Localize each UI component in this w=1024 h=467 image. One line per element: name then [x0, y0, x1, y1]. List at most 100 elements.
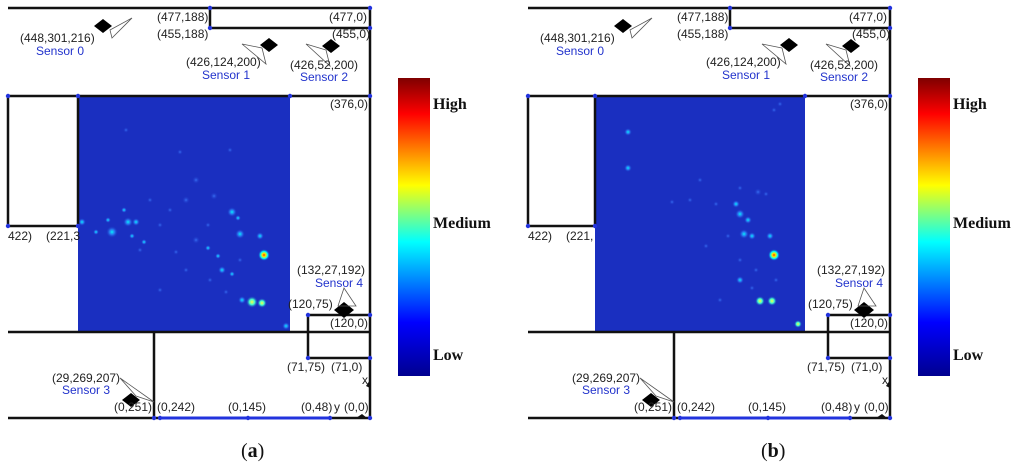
sensor-label: Sensor 0 [36, 44, 84, 58]
coord-label: (120,0) [850, 316, 888, 330]
sensor-2-icon [322, 39, 340, 53]
colorbar-b: High Medium Low [918, 78, 1011, 376]
coord-label: (29,269,207) [572, 371, 640, 385]
heatmap-hotspot [218, 266, 226, 274]
coord-label: (71,0) [331, 360, 362, 374]
sensor-1-a [241, 38, 278, 66]
coord-label: (477,0) [329, 10, 367, 24]
heatmap-hotspot [215, 253, 221, 259]
sensor-2-fov [825, 43, 851, 68]
sensor-label: Sensor 4 [835, 276, 883, 290]
heatmap-hotspot [687, 197, 693, 203]
heatmap-hotspot [713, 201, 719, 207]
sensor-1-icon [260, 38, 278, 52]
heatmap-hotspot [157, 287, 163, 293]
coord-label: (0,242) [157, 400, 195, 414]
sensor-0-fov [109, 17, 133, 39]
sensor-3-a [119, 377, 155, 407]
colorbar-gradient [918, 78, 950, 376]
sensor-3-fov [639, 377, 675, 403]
panel-b: (448,301,216) (477,188) (455,188) (477,0… [525, 5, 1011, 462]
heatmap-hotspot [669, 199, 675, 205]
heatmap-hotspot [755, 296, 765, 306]
heatmap-hotspot [768, 249, 780, 261]
heatmap-hotspot [735, 209, 745, 219]
sensor-4-fov [857, 287, 877, 307]
colorbar-low-label: Low [433, 347, 464, 364]
heatmap-hotspot [717, 297, 723, 303]
heatmap-hotspot [229, 271, 235, 277]
heatmap-hotspot [773, 277, 779, 283]
heatmap-hotspot [157, 222, 163, 228]
sensor-1-b [761, 38, 798, 66]
coord-label: (477,188) [677, 10, 728, 24]
corner-markers-a [5, 5, 373, 421]
sensor-3-icon [642, 393, 660, 407]
heatmap-hotspot [227, 207, 237, 217]
heatmap-hotspot [132, 218, 140, 226]
x-axis-label: x [362, 373, 368, 387]
coord-label: (0,0) [864, 400, 889, 414]
coord-label: (455,188) [157, 27, 208, 41]
coord-label: (477,188) [157, 10, 208, 24]
heatmap-hotspot [210, 192, 218, 200]
panel-a: (448,301,216) (477,188) (455,188) (477,0… [5, 5, 491, 462]
heatmap-hotspot [238, 296, 246, 304]
colorbar-high-label: High [433, 96, 467, 113]
heatmap-hotspot [732, 200, 740, 208]
heatmap-hotspot [173, 249, 179, 255]
sensor-2-b [825, 39, 860, 68]
sensor-0-a [94, 17, 133, 39]
coord-label: (71,75) [287, 360, 325, 374]
coord-label: 422) [528, 229, 552, 243]
heatmap-hotspot [123, 217, 133, 227]
sensor-label: Sensor 2 [300, 70, 348, 84]
corner-markers-b [525, 5, 893, 421]
axis-marker-b [876, 380, 890, 418]
coord-label: (132,27,192) [817, 263, 885, 277]
coord-label: (120,0) [330, 316, 368, 330]
heatmap-hotspot [736, 276, 744, 284]
heatmap-hotspot [205, 245, 211, 251]
sensor-4-b [854, 287, 877, 318]
heatmap-hotspot [739, 229, 749, 239]
heatmap-hotspot [256, 232, 264, 240]
sensor-2-icon [842, 39, 860, 53]
floor-plan-walls-a [6, 6, 372, 420]
heatmap-hotspot [129, 233, 135, 239]
sensor-3-icon [122, 393, 140, 407]
heatmap-hotspot [754, 188, 762, 196]
coord-label: (426,124,200) [186, 55, 261, 69]
sensor-label: Sensor 1 [202, 68, 250, 82]
heatmap-hotspot [167, 207, 173, 213]
axis-marker-a [356, 380, 370, 418]
heatmap-hotspot [766, 232, 774, 240]
colorbar-medium-label: Medium [433, 215, 491, 232]
coord-label: (477,0) [849, 10, 887, 24]
sensor-4-a [334, 287, 357, 318]
coord-label: (221,3 [46, 229, 80, 243]
coord-label: (448,301,216) [20, 31, 95, 45]
heatmap-hotspot [235, 229, 245, 239]
heatmap-hotspot [748, 232, 756, 240]
colorbar-medium-label: Medium [953, 215, 1011, 232]
heatmap-hotspot [192, 236, 200, 244]
coord-label: (132,27,192) [297, 263, 365, 277]
sensor-0-icon [614, 19, 632, 33]
heatmap-hotspot [237, 257, 243, 263]
coord-label: (120,75) [288, 297, 333, 311]
heatmap-hotspot [794, 320, 802, 328]
heatmap-hotspot [137, 247, 143, 253]
colorbar-gradient [398, 78, 430, 376]
coord-label: (455,0) [332, 27, 370, 41]
coord-label: (455,188) [677, 27, 728, 41]
sensor-label: Sensor 4 [315, 276, 363, 290]
heatmap-hotspot [737, 257, 743, 263]
heatmap-hotspot [235, 215, 241, 221]
y-axis-label: y [334, 400, 340, 414]
coord-label: (0,251) [634, 400, 672, 414]
sensor-0-icon [94, 19, 112, 33]
heatmap-hotspot [777, 101, 783, 107]
heatmap-hotspot [183, 267, 189, 273]
panel-caption-b: (b) [761, 440, 785, 462]
